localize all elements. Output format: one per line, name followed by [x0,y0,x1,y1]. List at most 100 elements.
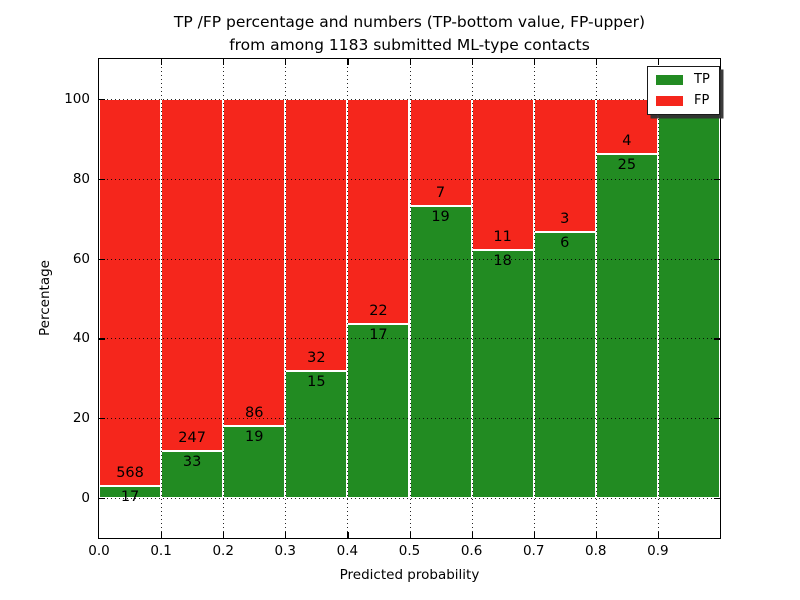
y-tick-label: 0 [81,490,90,507]
chart-title: TP /FP percentage and numbers (TP-bottom… [99,11,720,57]
x-tick-mark [285,532,287,538]
y-tick-label: 40 [72,330,90,347]
y-tick-mark [714,258,720,260]
fp-bar-segment [223,98,286,426]
tp-bar-segment [657,98,720,499]
y-tick-mark [714,418,720,420]
tp-count-label: 25 [617,156,637,173]
x-tick-label: 0.7 [522,543,545,559]
legend-label-tp: TP [694,72,710,87]
tp-bar-segment [409,206,472,499]
fp-count-label: 3 [560,210,570,227]
x-tick-mark [409,532,411,538]
v-gridline [533,59,535,538]
fp-bar-segment [161,98,224,452]
fp-bar-segment [533,98,596,232]
fp-bar-segment [347,98,410,325]
y-tick-mark [99,178,105,180]
chart-title-line1: TP /FP percentage and numbers (TP-bottom… [173,13,646,31]
x-tick-label: 0.3 [274,543,297,559]
legend-entry-fp: FP [656,94,710,108]
plot-area: 568172473386193215221771911183642554 [98,58,721,539]
tp-bar-segment [223,425,286,499]
y-tick-mark [714,338,720,340]
tp-bar-segment [533,231,596,499]
fp-swatch-icon [656,96,683,106]
x-tick-mark [657,532,660,538]
x-tick-label: 0.2 [212,543,234,559]
tp-bar-segment [471,250,534,499]
y-tick-label: 100 [64,90,90,107]
fp-bar-segment [285,98,348,371]
x-tick-mark [285,59,287,65]
fp-count-label: 32 [307,349,326,366]
y-tick-label: 20 [72,410,90,427]
x-tick-mark [223,532,225,538]
x-axis-label: Predicted probability [339,567,480,583]
x-tick-mark [595,59,597,65]
fp-count-label: 11 [493,229,512,246]
tp-count-label: 33 [182,454,202,471]
x-tick-label: 0.4 [336,543,359,559]
x-tick-label: 0.0 [88,543,110,559]
y-tick-mark [99,338,105,340]
y-tick-mark [99,98,105,101]
v-gridline [595,59,597,538]
x-tick-mark [223,59,225,65]
v-gridline [409,59,411,538]
legend-label-fp: FP [694,93,710,108]
tp-count-label: 18 [493,253,512,270]
tp-bar-segment [347,324,410,499]
fp-bar-segment [471,98,534,251]
tp-count-label: 17 [120,489,140,506]
x-tick-mark [347,532,349,538]
v-gridline [347,59,349,538]
fp-count-label: 7 [435,185,446,202]
fp-count-label: 22 [369,303,388,320]
y-tick-mark [99,498,105,500]
fp-count-label: 247 [178,430,206,447]
fp-count-label: 4 [622,132,632,149]
tp-count-label: 19 [245,428,264,445]
legend: TP FP [647,66,720,115]
y-tick-mark [99,418,105,420]
v-gridline [161,59,163,538]
x-tick-mark [409,59,411,65]
x-tick-mark [471,532,473,538]
x-tick-label: 0.1 [150,543,172,559]
fp-bar-segment [99,98,162,487]
legend-entry-tp: TP [656,73,710,87]
x-tick-label: 0.9 [647,543,669,559]
tp-count-label: 6 [560,234,570,251]
v-gridline [223,59,225,538]
tp-swatch-icon [656,75,683,85]
x-tick-label: 0.5 [398,543,421,559]
x-tick-mark [161,532,163,538]
tp-count-label: 15 [307,373,326,390]
chart-title-line2: from among 1183 submitted ML-type contac… [229,36,590,54]
y-tick-mark [714,498,720,500]
tp-bar-segment [285,370,348,499]
tp-count-label: 19 [431,209,450,226]
tp-bar-segment [595,153,658,499]
x-tick-mark [533,59,535,65]
x-tick-mark [471,59,473,65]
tp-bar-segment [99,486,162,499]
y-tick-label: 80 [72,170,90,187]
x-tick-mark [161,59,163,65]
x-tick-mark [347,59,349,65]
tp-count-label: 17 [369,327,388,344]
x-tick-mark [595,532,597,538]
v-gridline [657,59,659,538]
v-gridline [471,59,473,538]
v-gridline [285,59,287,538]
fp-count-label: 568 [116,465,144,482]
fp-count-label: 86 [245,404,264,421]
x-tick-mark [533,532,535,538]
y-tick-label: 60 [72,250,90,267]
x-tick-label: 0.8 [585,543,607,559]
x-tick-mark [657,59,660,65]
y-tick-mark [99,258,105,260]
y-tick-mark [714,178,720,180]
